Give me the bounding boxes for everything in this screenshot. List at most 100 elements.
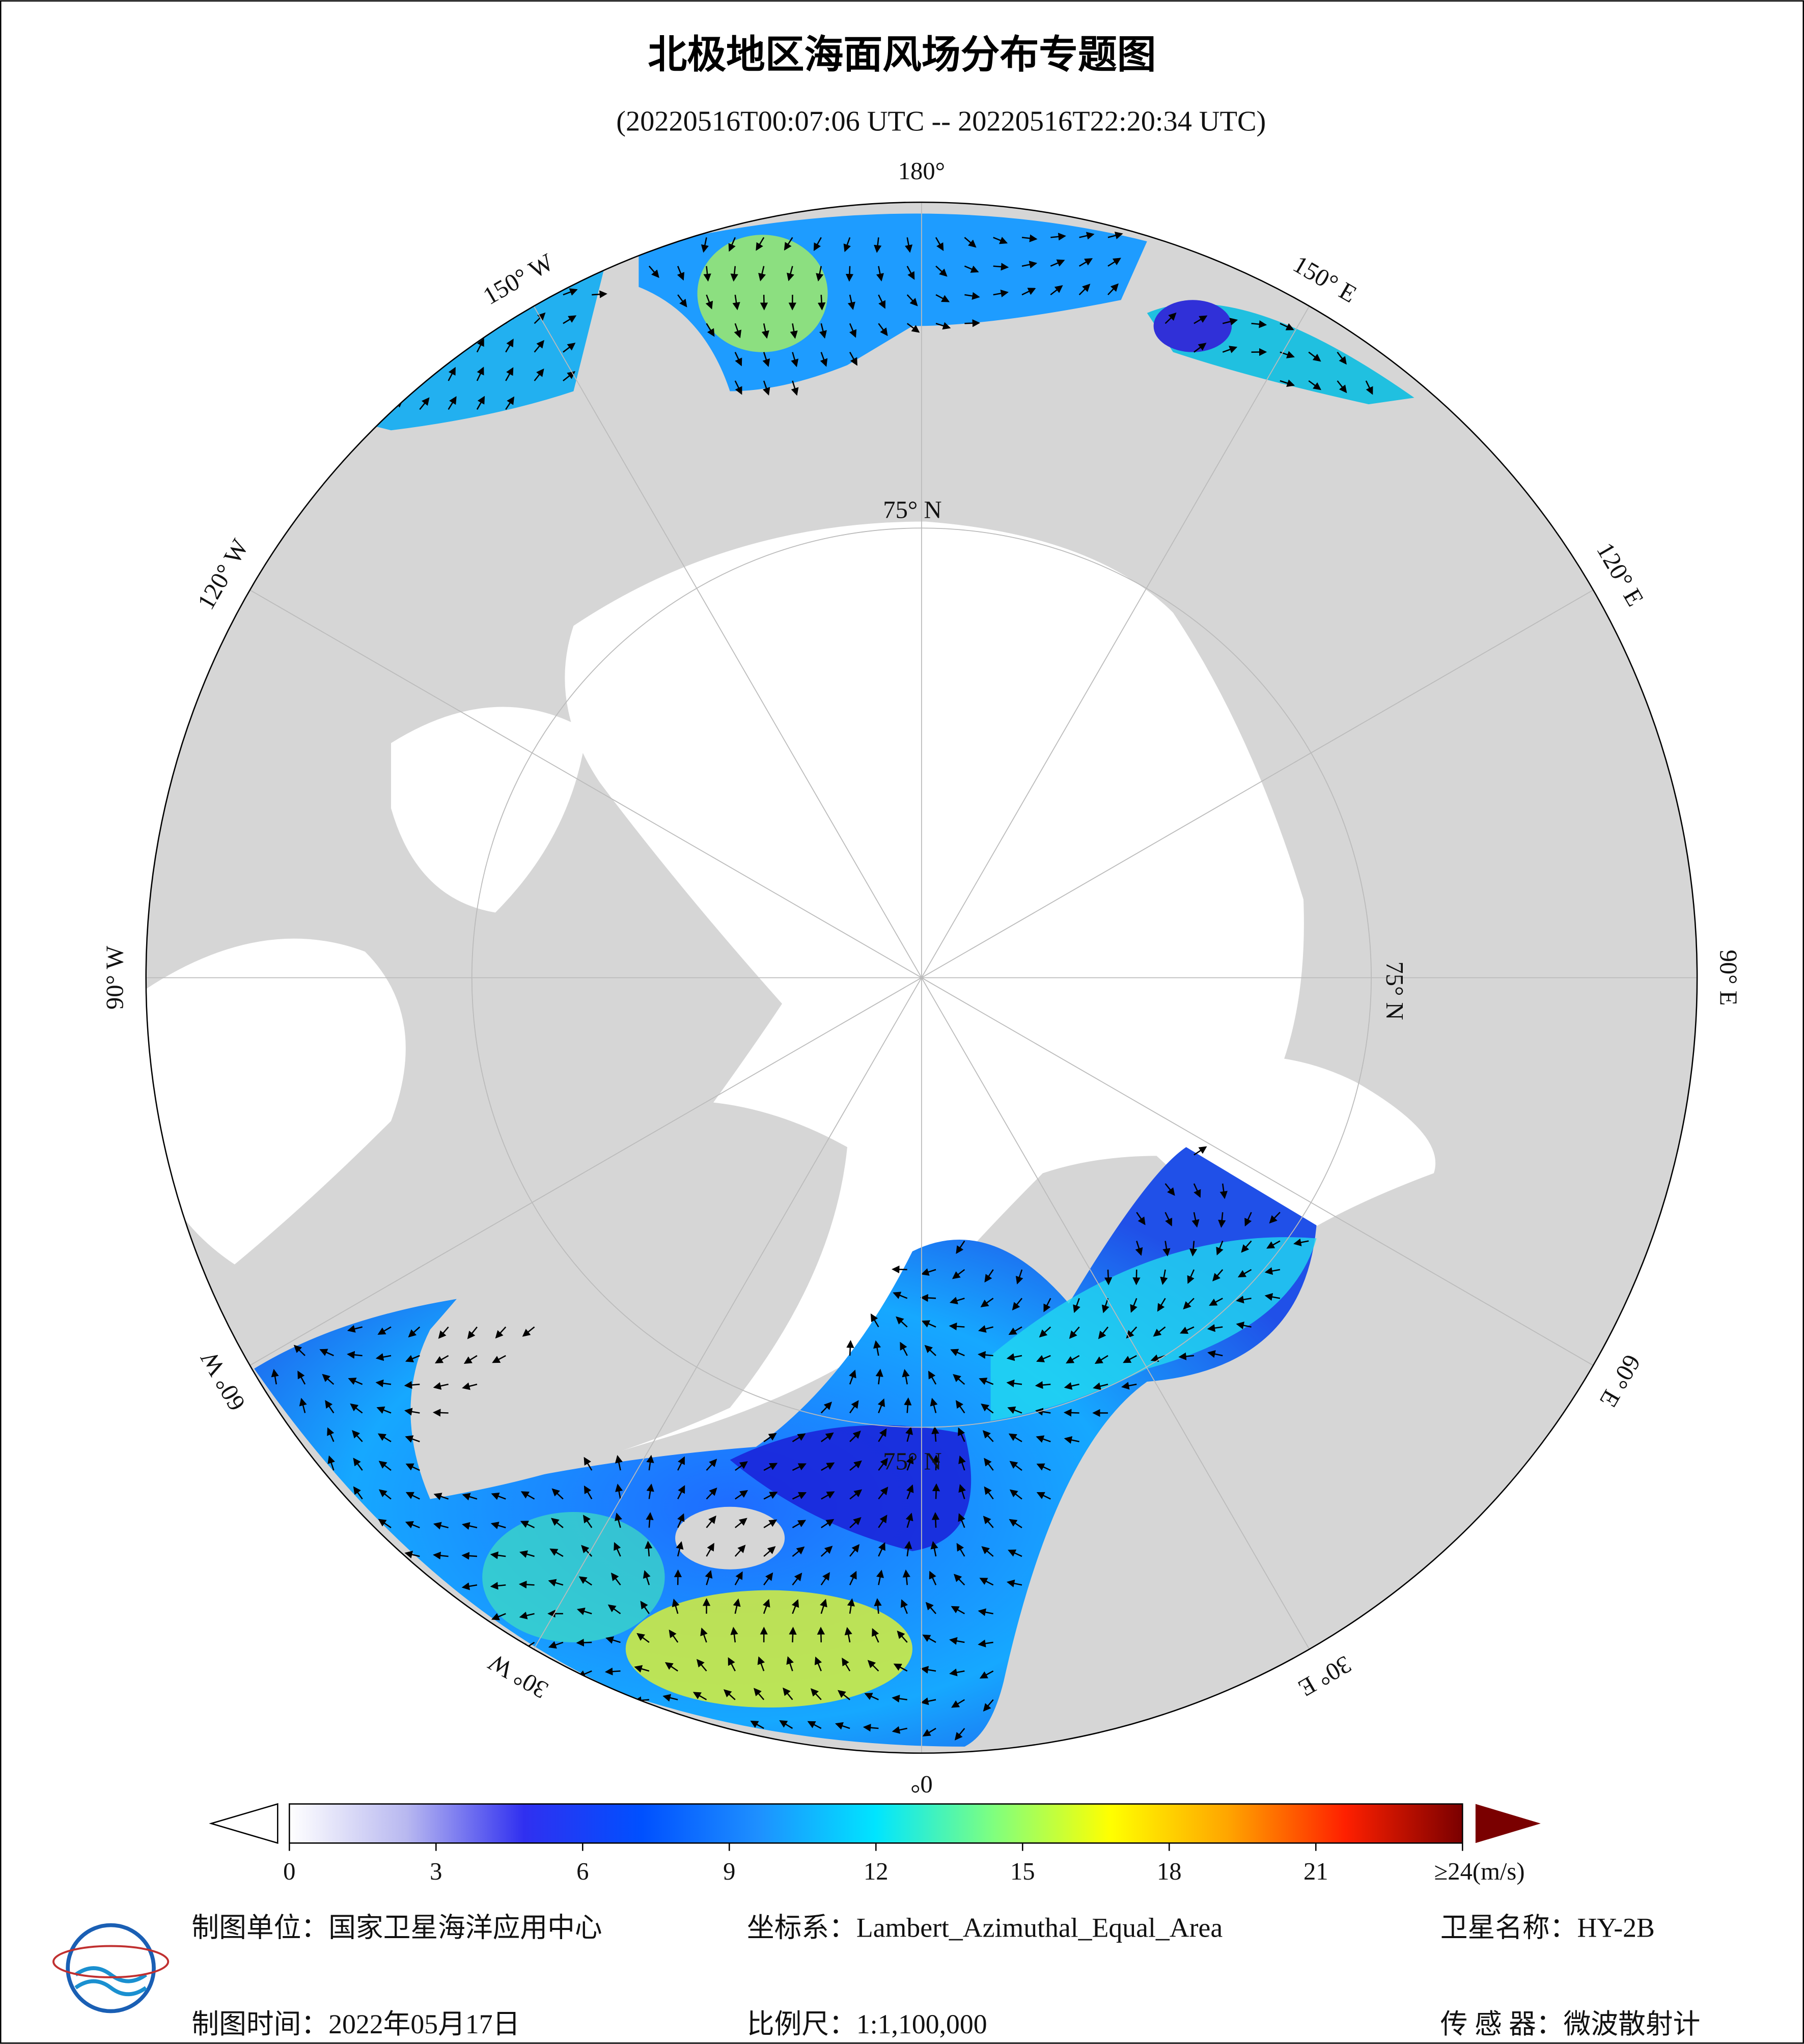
wind-arrow bbox=[408, 1326, 421, 1338]
wind-arrow bbox=[958, 1455, 966, 1471]
wind-arrow bbox=[1135, 1241, 1143, 1256]
wind-arrow bbox=[405, 1521, 420, 1529]
meridian bbox=[533, 977, 922, 1650]
wind-arrow bbox=[1008, 1433, 1022, 1442]
wind-arrow bbox=[876, 1570, 884, 1585]
wind-arrow bbox=[921, 1320, 936, 1328]
wind-arrow bbox=[648, 265, 659, 278]
wind-arrow bbox=[461, 1522, 478, 1530]
wind-arrow bbox=[1164, 1183, 1175, 1196]
wind-arrow bbox=[870, 1313, 879, 1328]
wind-arrow bbox=[550, 1518, 564, 1528]
wind-arrow bbox=[1006, 1579, 1022, 1587]
wind-arrow bbox=[984, 1458, 994, 1471]
wind-arrow bbox=[980, 1298, 994, 1307]
wind-arrow bbox=[810, 1688, 822, 1700]
wind-arrow bbox=[864, 1693, 879, 1700]
wind-arrow bbox=[906, 294, 918, 306]
wind-arrow bbox=[906, 266, 915, 280]
wind-arrow bbox=[902, 1569, 910, 1585]
wind-arrow bbox=[1006, 1379, 1022, 1387]
wind-arrow bbox=[1035, 1381, 1051, 1389]
wind-arrow bbox=[931, 1426, 939, 1442]
wind-arrow bbox=[1036, 1435, 1051, 1443]
wind-arrow bbox=[904, 1397, 912, 1413]
wind-arrow bbox=[849, 352, 857, 366]
graticule bbox=[146, 202, 1698, 1753]
wind-arrow bbox=[949, 1322, 965, 1331]
wind-arrow bbox=[763, 1433, 777, 1442]
colorbar-tick-label: 9 bbox=[723, 1858, 735, 1885]
wind-arrow bbox=[981, 1546, 994, 1557]
wind-arrow bbox=[1193, 1183, 1201, 1198]
wind-arrow bbox=[1222, 318, 1238, 326]
wind-arrow bbox=[814, 1656, 822, 1671]
wind-arrow bbox=[646, 1454, 654, 1471]
wind-arrow bbox=[820, 1402, 832, 1414]
wind-arrow bbox=[1107, 283, 1119, 295]
wind-arrow bbox=[1164, 1212, 1173, 1227]
wind-arrow bbox=[419, 397, 430, 410]
wind-arrow bbox=[433, 1382, 449, 1390]
wind-arrow bbox=[520, 1491, 535, 1500]
wind-arrow bbox=[433, 1551, 449, 1560]
meridian bbox=[921, 977, 1594, 1366]
colorbar-tick-label: 6 bbox=[576, 1858, 589, 1885]
wind-arrow bbox=[706, 1543, 714, 1557]
wind-arrow bbox=[1183, 1298, 1195, 1310]
wind-arrow bbox=[1094, 1355, 1108, 1364]
wind-arrow bbox=[677, 1456, 685, 1471]
wind-arrow bbox=[1212, 1269, 1224, 1282]
wind-arrow bbox=[935, 237, 944, 251]
wind-arrow bbox=[520, 1521, 535, 1528]
colorbar bbox=[289, 1803, 1463, 1844]
colorbar-over bbox=[1475, 1804, 1541, 1843]
wind-arrow bbox=[964, 265, 979, 273]
wind-arrow bbox=[979, 1378, 994, 1385]
wind-arrow bbox=[581, 1545, 593, 1557]
wind-arrow bbox=[634, 1665, 650, 1673]
wind-arrow bbox=[1236, 1321, 1252, 1330]
wind-arrow bbox=[1194, 343, 1207, 353]
wind-arrow bbox=[735, 1490, 748, 1500]
wind-arrow bbox=[893, 1292, 908, 1299]
wind-arrow bbox=[847, 294, 855, 311]
wind-arrow bbox=[534, 340, 545, 353]
wind-field bbox=[365, 261, 606, 431]
wind-arrow bbox=[1021, 234, 1038, 242]
wind-arrow bbox=[813, 237, 822, 251]
wind-arrow bbox=[534, 368, 544, 381]
wind-arrow bbox=[1219, 1183, 1228, 1199]
wind-arrow bbox=[993, 263, 1009, 271]
wind-arrow bbox=[845, 266, 854, 282]
wind-arrow bbox=[874, 237, 882, 253]
wind-arrow bbox=[950, 1349, 965, 1357]
wind-arrow bbox=[615, 1513, 622, 1528]
wind-arrow bbox=[849, 1517, 862, 1528]
wind-arrow bbox=[789, 1627, 797, 1643]
wind-arrow bbox=[952, 1269, 965, 1279]
wind-arrow bbox=[954, 1574, 965, 1586]
wind-arrow bbox=[582, 1515, 593, 1528]
wind-arrow bbox=[646, 1512, 654, 1528]
wind-arrow bbox=[322, 1374, 335, 1385]
wind-arrow bbox=[327, 1427, 335, 1442]
colorbar-tick-label: 12 bbox=[864, 1858, 889, 1885]
greenland bbox=[410, 1100, 847, 1499]
wind-arrow bbox=[607, 1604, 621, 1614]
wind-arrow bbox=[920, 1666, 936, 1674]
wind-arrow bbox=[1157, 1298, 1166, 1312]
wind-arrow bbox=[875, 1368, 883, 1385]
wind-arrow bbox=[905, 237, 913, 253]
wind-arrow bbox=[404, 1551, 420, 1559]
wind-arrow bbox=[892, 1695, 907, 1703]
wind-arrow bbox=[703, 266, 711, 282]
wind-arrow bbox=[376, 1406, 392, 1414]
wind-arrow bbox=[790, 323, 798, 339]
wind-arrow bbox=[375, 1353, 392, 1361]
wind-arrow bbox=[935, 294, 950, 302]
wind-arrow bbox=[327, 1455, 335, 1471]
wind-arrow bbox=[578, 1576, 592, 1586]
wind-arrow bbox=[677, 1513, 685, 1528]
wind-arrow bbox=[576, 1607, 592, 1615]
